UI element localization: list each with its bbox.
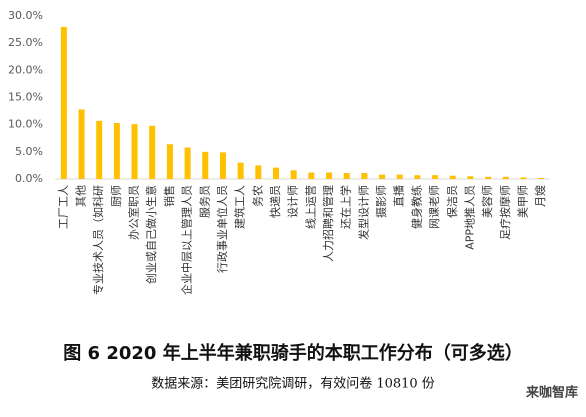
x-tick-label: 还在上学 [339, 185, 353, 229]
bar [361, 173, 368, 179]
bar [113, 123, 120, 179]
x-tick-label: 网课老师 [428, 185, 441, 229]
x-tick-label: 行政事业单位人员 [215, 185, 229, 273]
bar [485, 176, 492, 179]
bar [467, 176, 474, 179]
bar [538, 177, 545, 179]
bar [149, 125, 156, 179]
bar [379, 174, 386, 179]
bar [96, 120, 103, 179]
bar [343, 173, 350, 179]
bar [237, 162, 244, 179]
bar [78, 109, 85, 179]
bar [131, 124, 138, 179]
x-tick-label: 企业中层以上管理人员 [180, 185, 194, 295]
bar [255, 165, 262, 179]
bar [308, 172, 315, 179]
bar [432, 175, 439, 179]
bar [184, 147, 191, 179]
bar [202, 151, 209, 179]
y-tick-label: 15.0% [8, 91, 43, 104]
x-tick-label: 直播 [392, 185, 406, 207]
x-tick-label: 专业技术人员（如科研 [91, 185, 105, 295]
x-tick-label: 建筑工人 [233, 185, 247, 229]
bar [290, 170, 297, 179]
bar [414, 175, 421, 179]
bar [219, 152, 226, 179]
y-tick-label: 5.0% [15, 145, 43, 158]
x-tick-label: 创业或自己做小生意 [144, 185, 158, 284]
source-note: 数据来源：美团研究院调研，有效问卷 10810 份 [151, 376, 435, 392]
chart-title: 图 6 2020 年上半年兼职骑手的本职工作分布（可多选） [63, 342, 522, 364]
x-tick-label: 健身教练 [409, 185, 423, 229]
x-tick-label: 服务员 [198, 185, 211, 218]
x-tick-label: 人力招聘和管理 [321, 185, 335, 262]
bar [272, 167, 279, 179]
x-tick-label: 务农 [250, 185, 264, 207]
watermark: 来咖智库 [525, 385, 578, 401]
x-tick-label: 办公室职员 [127, 185, 141, 240]
bar [60, 26, 67, 179]
x-tick-label: 月嫂 [534, 185, 547, 207]
x-tick-label: 设计师 [287, 185, 300, 218]
bar [166, 144, 173, 179]
bar [326, 172, 333, 179]
y-tick-label: 25.0% [8, 36, 43, 49]
x-tick-label: 美甲师 [516, 185, 529, 218]
bar [520, 177, 527, 179]
x-tick-label: APP地推人员 [462, 185, 476, 250]
x-tick-label: 厨师 [110, 185, 123, 207]
x-tick-label: 销售 [162, 185, 176, 207]
bar [449, 175, 456, 179]
x-tick-label: 保洁员 [445, 185, 459, 218]
x-tick-label: 工厂工人 [57, 185, 70, 229]
bar [502, 176, 509, 179]
y-tick-label: 20.0% [8, 63, 43, 76]
y-tick-label: 0.0% [15, 172, 43, 185]
x-tick-label: 美容师 [480, 185, 494, 218]
y-tick-label: 30.0% [8, 9, 43, 22]
x-tick-label: 足疗按摩师 [498, 185, 512, 240]
y-tick-label: 10.0% [8, 118, 43, 131]
x-tick-label: 快递员 [268, 185, 282, 218]
x-tick-label: 摄影师 [374, 185, 388, 218]
x-tick-label: 其他 [75, 185, 88, 207]
x-tick-label: 线上运营 [303, 185, 317, 229]
bar [396, 174, 403, 179]
x-tick-label: 发型设计师 [356, 185, 370, 240]
